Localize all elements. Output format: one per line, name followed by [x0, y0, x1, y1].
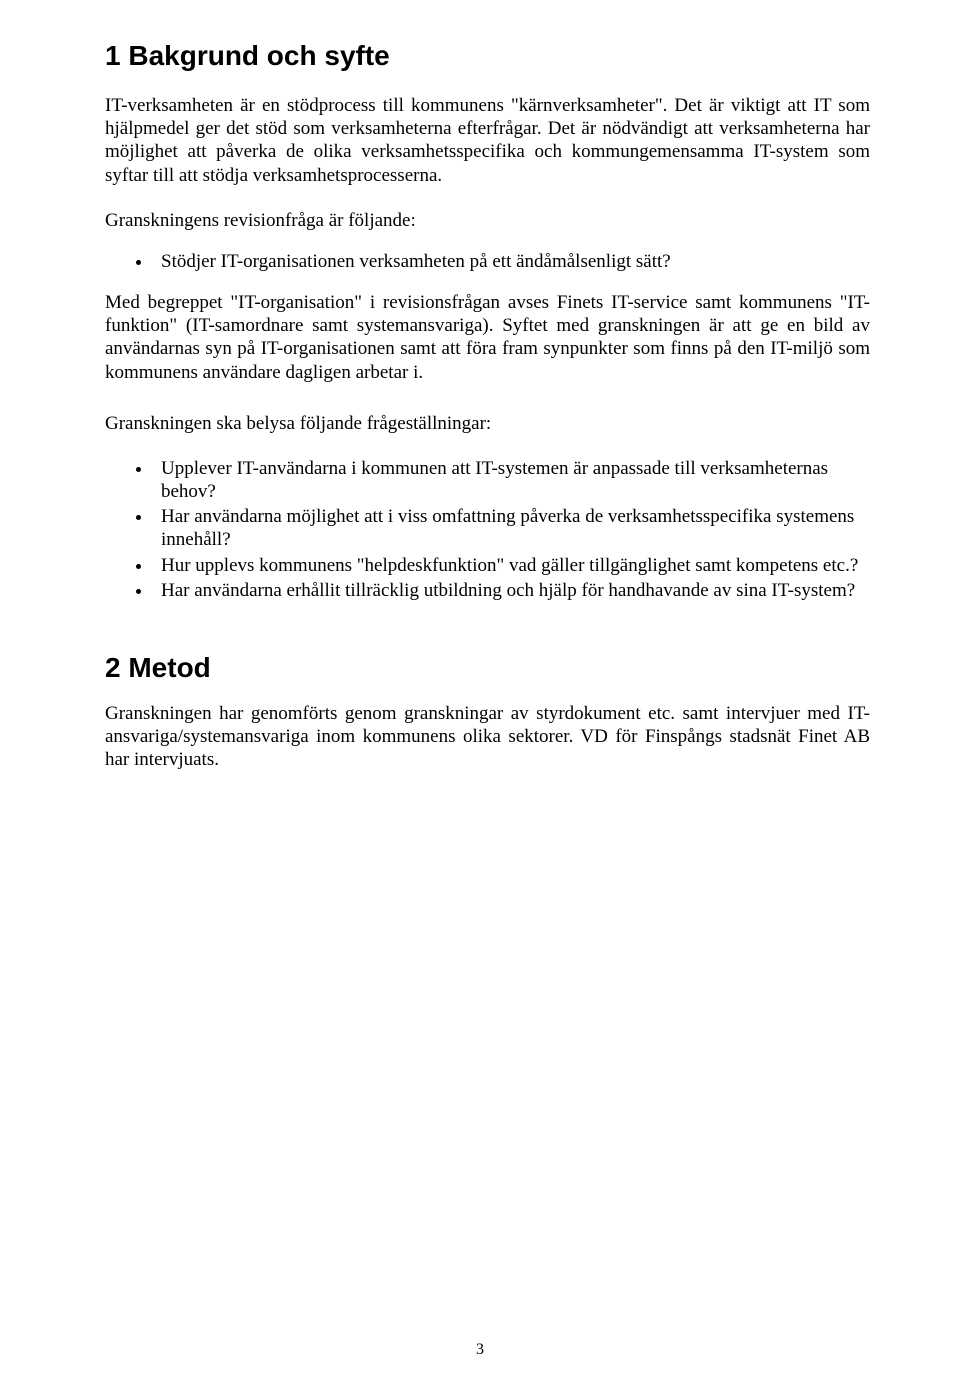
list-item: Hur upplevs kommunens "helpdeskfunktion"… [153, 554, 870, 577]
section-2-para-1: Granskningen har genomförts genom gransk… [105, 702, 870, 772]
document-page: 1 Bakgrund och syfte IT-verksamheten är … [0, 0, 960, 1389]
list-item: Upplever IT-användarna i kommunen att IT… [153, 457, 870, 503]
list-item: Har användarna erhållit tillräcklig utbi… [153, 579, 870, 602]
section-1-para-1: IT-verksamheten är en stödprocess till k… [105, 94, 870, 187]
section-1-para-3: Med begreppet "IT-organisation" i revisi… [105, 291, 870, 384]
revision-question-list: Stödjer IT-organisationen verksamheten p… [105, 250, 870, 273]
section-2-heading: 2 Metod [105, 652, 870, 684]
questions-list: Upplever IT-användarna i kommunen att IT… [105, 457, 870, 602]
list-item: Har användarna möjlighet att i viss omfa… [153, 505, 870, 551]
section-1-para-2: Granskningens revisionfråga är följande: [105, 209, 870, 232]
list-item: Stödjer IT-organisationen verksamheten p… [153, 250, 870, 273]
page-number: 3 [0, 1341, 960, 1359]
section-1-para-4: Granskningen ska belysa följande frågest… [105, 412, 870, 435]
section-1-heading: 1 Bakgrund och syfte [105, 40, 870, 72]
